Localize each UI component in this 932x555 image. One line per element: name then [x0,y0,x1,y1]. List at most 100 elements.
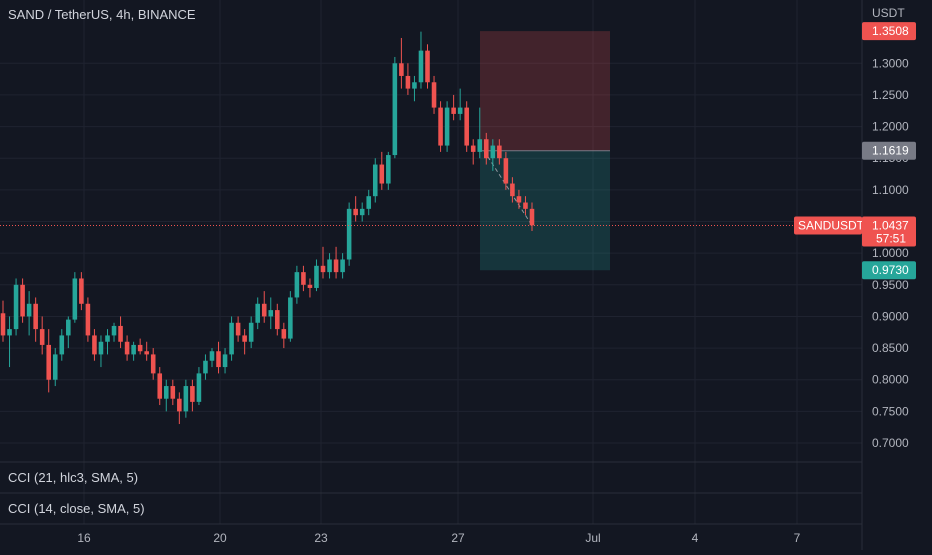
candle-body [209,351,215,361]
candle-body [105,335,110,342]
candle-body [183,386,189,412]
candle-body [412,82,417,89]
price-tick-label: 0.7500 [872,404,909,418]
candle-body [261,303,267,317]
time-tick-label: 23 [314,531,328,545]
candle-body [392,63,398,156]
candle-body [490,145,496,159]
candle-body [0,313,6,336]
entry-price-tag-bg [862,141,916,160]
candle-body [33,303,38,330]
candle-body [137,344,143,352]
last-price-tag-bg [862,216,916,247]
candle-body [203,360,208,374]
candle-body [438,107,443,146]
candle-body [268,310,274,317]
candle-body [333,259,339,273]
price-tick-label: 1.1000 [872,183,909,197]
candle-body [497,145,502,159]
candle-body [229,322,234,355]
candle-body [124,341,130,355]
candle-body [66,319,71,336]
candle-body [13,284,19,330]
candle-body [529,208,535,226]
take-profit-zone [480,150,610,271]
candle-body [177,398,182,412]
candle-body [72,278,78,320]
candlestick-series [0,31,535,425]
last-price-tag-text: 1.0437 [872,218,909,232]
indicator-panes [0,461,862,525]
price-tick-label: 1.3000 [872,56,909,70]
candle-body [516,196,522,203]
candle-body [340,259,345,273]
cci-14-label[interactable]: CCI (14, close, SMA, 5) [8,501,145,516]
candle-body [405,75,411,89]
candle-body [379,164,385,184]
price-tick-label: 0.8500 [872,341,909,355]
candle-body [131,344,136,355]
candle-body [118,325,123,342]
candle-body [464,107,469,146]
candle-body [301,272,306,285]
candle-body [425,50,430,83]
candle-body [111,325,117,336]
time-tick-label: 27 [451,531,465,545]
candle-body [477,139,483,152]
candle-body [85,303,91,336]
candle-body [353,208,358,216]
candle-body [7,329,12,336]
candle-body [157,373,163,399]
time-tick-label: Jul [585,531,600,545]
grid-lines [0,0,862,524]
candle-body [470,145,476,152]
candle-body [163,386,169,399]
stop-price-tag-bg [862,22,916,41]
candle-body [190,386,195,402]
candle-body [307,284,313,288]
price-tick-label: 0.9000 [872,309,909,323]
candle-body [366,196,372,209]
candle-body [52,354,58,380]
countdown-text: 57:51 [876,231,906,245]
candle-body [523,202,528,209]
symbol-tag-bg [794,216,862,235]
candle-body [327,259,332,273]
candle-body [451,107,456,114]
price-tick-label: 1.2000 [872,120,909,134]
candle-body [294,272,300,298]
candle-body [503,158,509,184]
price-tick-label: 1.0000 [872,246,909,260]
candle-body [144,351,149,355]
chart-title: SAND / TetherUS, 4h, BINANCE [8,7,196,22]
candle-body [39,329,45,345]
candle-body [92,335,97,355]
candle-body [248,322,254,342]
short-position-tool[interactable] [480,31,610,271]
target-price-tag-text: 0.9730 [872,263,909,277]
price-tick-label: 0.9500 [872,278,909,292]
cci-21-label[interactable]: CCI (21, hlc3, SMA, 5) [8,470,139,485]
axes: USDT1.30001.25001.20001.15001.10001.0500… [77,0,916,550]
currency-label: USDT [872,6,905,20]
candle-body [320,265,326,273]
candle-body [372,164,378,197]
symbol-tag-text: SANDUSDT [798,218,865,232]
candle-body [418,50,424,83]
candle-body [314,265,319,288]
candle-body [288,297,293,339]
candle-body [281,329,287,339]
candle-body [196,373,202,402]
target-price-tag-bg [862,261,916,280]
candle-body [98,341,104,355]
candle-body [483,139,489,159]
candle-body [275,310,280,330]
candle-body [150,354,156,374]
candle-body [26,303,32,317]
time-tick-label: 16 [77,531,91,545]
candle-body [386,155,391,184]
stop-loss-zone [480,31,610,151]
candle-body [457,107,463,114]
